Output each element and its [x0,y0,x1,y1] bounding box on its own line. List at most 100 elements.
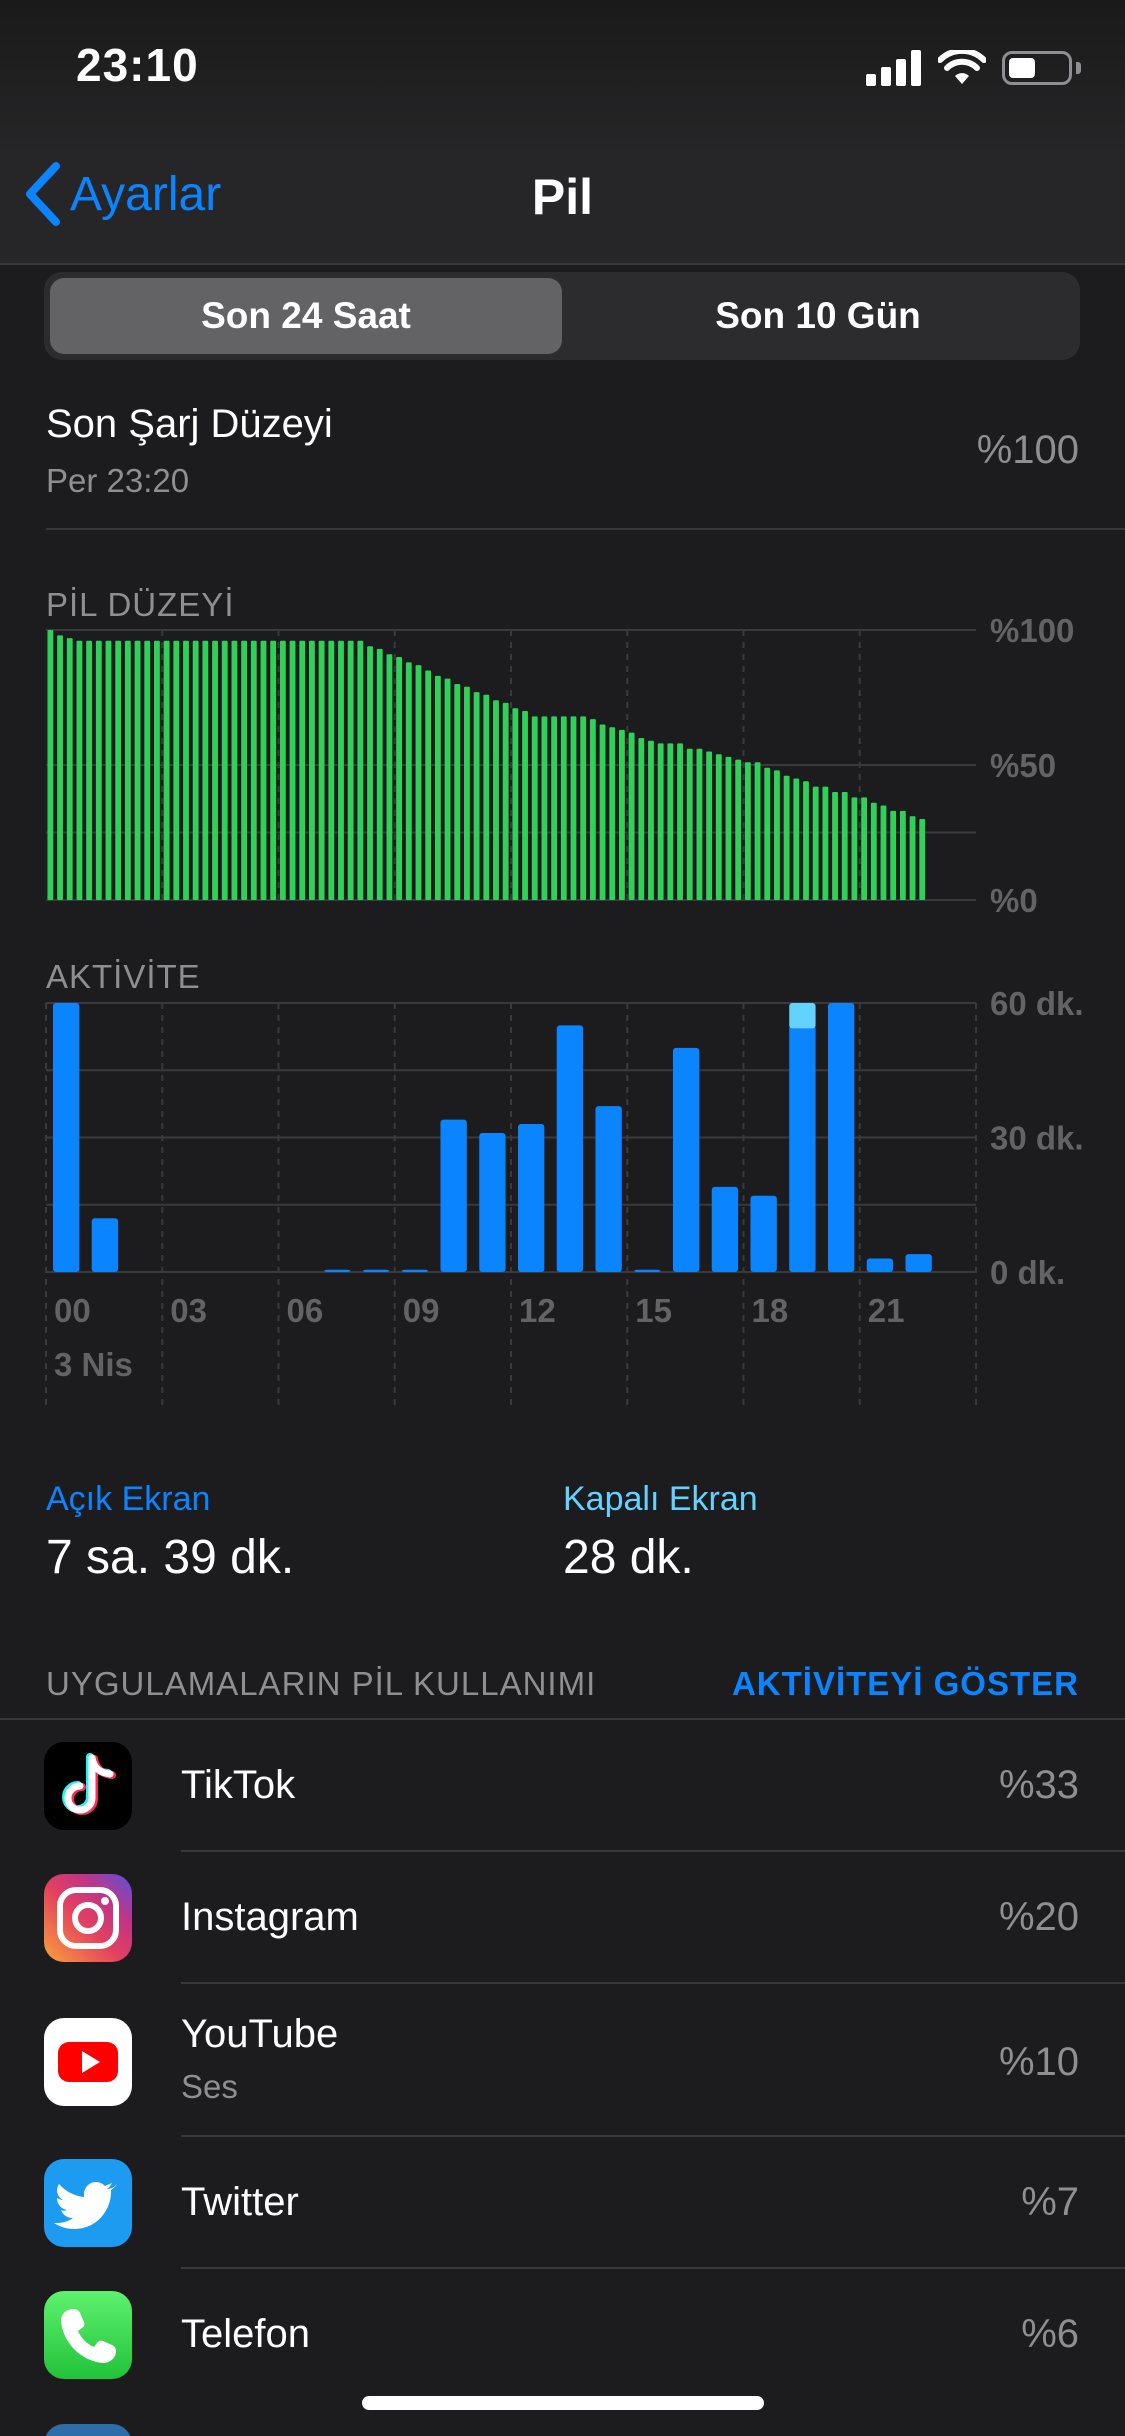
screen-off-value: 28 dk. [563,1531,694,1584]
activity-bar-screen-on [91,1218,119,1272]
battery-level-bar [570,716,577,900]
x-tick-label: 15 [635,1292,672,1329]
battery-level-bar [609,727,616,900]
twitter-icon [44,2159,132,2247]
app-row-telefon[interactable]: Telefon %6 [0,2269,1125,2401]
battery-level-bar [221,640,228,900]
app-row-instagram[interactable]: Instagram %20 [0,1852,1125,1984]
x-tick-label: 21 [868,1292,905,1329]
battery-level-bar [754,762,761,900]
battery-level-bar [347,640,354,900]
apps-battery-usage-header: UYGULAMALARIN PİL KULLANIMI [46,1665,597,1702]
battery-level-bar [822,786,829,900]
battery-level-bar [95,640,102,900]
activity-bar-screen-on [827,1003,855,1272]
activity-bar-screen-on [711,1186,739,1272]
x-tick-label: 03 [170,1292,207,1329]
x-tick-label: 18 [752,1292,789,1329]
battery-level-bar [260,640,267,900]
activity-bar-screen-on [52,1003,80,1272]
last-charge-value: %100 [976,428,1079,472]
battery-level-bar [793,778,800,900]
battery-level-bar [493,700,499,900]
battery-level-bar [696,748,703,900]
top-bar: 23:10 Ayarlar Pil [0,0,1125,265]
app-row-youtube[interactable]: YouTube Ses %10 [0,1984,1125,2137]
screen-on-value: 7 sa. 39 dk. [46,1531,295,1584]
app-usage-percent: %6 [1021,2312,1079,2356]
instagram-icon [44,1874,132,1962]
battery-level-bar [163,640,170,900]
activity-bar-screen-on [634,1269,661,1272]
app-name: TikTok [181,1763,296,1807]
battery-level-bar [880,805,887,900]
divider [46,528,1125,530]
battery-level-bar [619,729,625,900]
y-tick-label: %0 [990,882,1038,919]
battery-level-bar [502,702,509,900]
battery-level-bar [396,657,403,900]
activity-chart-svg: 60 dk. 30 dk. 0 dk. 00 03 06 09 12 15 18 21 3 Nis [45,985,1084,1405]
status-time: 23:10 [76,39,199,91]
activity-bar-screen-on [362,1269,390,1272]
battery-level-bar [124,640,131,900]
battery-level-bar [628,732,635,900]
battery-level-bar [580,716,587,900]
segment-last-24-hours[interactable]: Son 24 Saat [50,278,562,354]
battery-level-bar [318,640,325,900]
app-row-tiktok[interactable]: TikTok %33 [0,1720,1125,1852]
battery-level-bar [841,792,848,900]
battery-level-bar [405,662,412,900]
back-button[interactable]: Ayarlar [24,162,221,226]
divider [0,1718,1125,1720]
battery-level-bar [638,738,645,900]
battery-level-bar [851,797,858,900]
y-tick-label: 60 dk. [990,985,1084,1022]
battery-level-bar [309,640,315,900]
x-tick-label: 06 [287,1292,324,1329]
activity-bar-screen-on [789,1025,816,1272]
x-tick-label: 09 [403,1292,440,1329]
last-charge-title: Son Şarj Düzeyi [46,402,333,446]
x-date-label: 3 Nis [54,1346,133,1383]
battery-level-bar [648,740,654,900]
app-name: Twitter [181,2180,299,2224]
show-activity-button[interactable]: AKTİVİTEYİ GÖSTER [731,1665,1079,1702]
x-tick-label: 00 [54,1292,91,1329]
battery-level-bar [444,678,451,900]
activity-bar-screen-on [556,1025,584,1272]
battery-level-bar [173,640,180,900]
battery-level-bar [415,665,422,900]
youtube-icon [44,2018,132,2106]
battery-level-bar [919,819,926,900]
battery-level-bar [706,751,713,900]
app-row-twitter[interactable]: Twitter %7 [0,2137,1125,2269]
phone-icon [44,2291,132,2379]
battery-level-bar [299,640,306,900]
battery-level-bar [57,635,63,900]
activity-bar-screen-on [866,1258,894,1272]
battery-level-bar [154,640,160,900]
app-subtitle: Ses [181,2068,238,2105]
battery-level-bar [279,640,286,900]
battery-level-bar [541,716,548,900]
battery-level-bar [522,711,528,900]
segment-last-10-days[interactable]: Son 10 Gün [715,295,921,336]
battery-level-bar [473,692,480,900]
battery-level-bar [367,646,373,900]
battery-level-bar [531,716,538,900]
time-range-segmented-control: Son 24 Saat Son 10 Gün [44,272,1080,360]
battery-level-bar [86,640,93,900]
battery-level-bar [338,640,344,900]
battery-level-bar [76,640,83,900]
tiktok-icon [44,1742,132,1830]
battery-level-bar [899,810,906,900]
battery-level-bar [289,640,296,900]
wifi-icon [938,50,986,84]
battery-level-bar [386,654,393,900]
battery-level-bar [589,719,596,900]
battery-level-bar [677,743,683,900]
activity-bar-screen-on [595,1106,622,1272]
home-indicator[interactable] [362,2396,764,2410]
